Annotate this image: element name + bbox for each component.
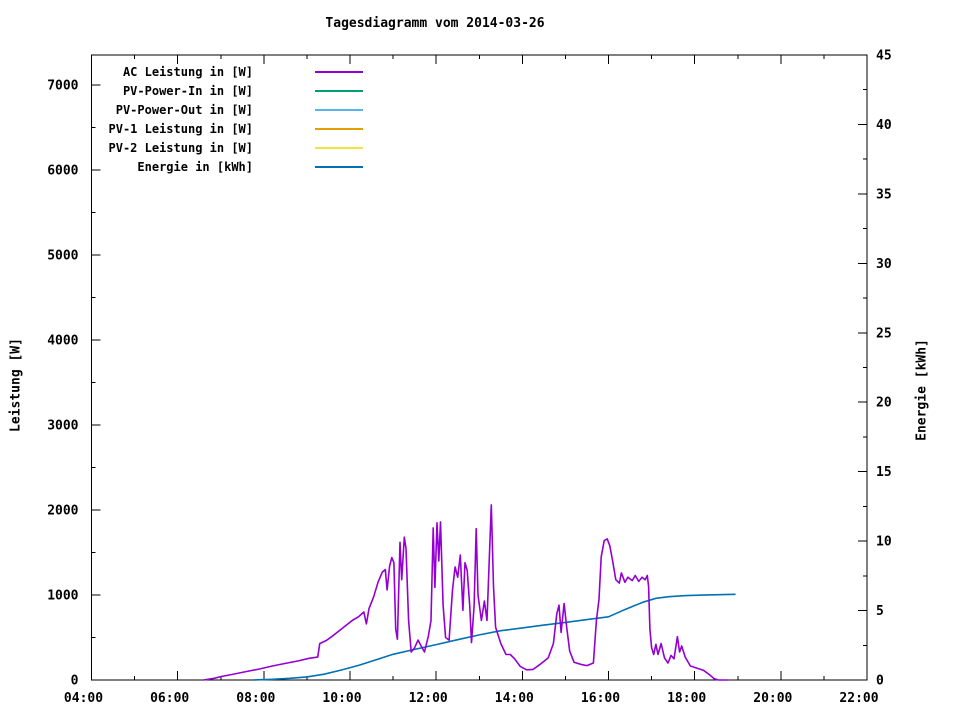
legend-line-swatch	[315, 165, 363, 168]
legend-item-pv-power-out: PV-Power-Out in [W]	[85, 100, 363, 119]
energie-line	[253, 593, 736, 681]
y-left-tick-label: 3000	[47, 419, 78, 434]
y-left-tick-label: 6000	[47, 164, 78, 179]
y-right-tick-label: 15	[876, 465, 892, 480]
y-right-tick-label: 25	[876, 326, 892, 341]
x-tick-label: 16:00	[581, 691, 620, 706]
y-left-tick-label: 2000	[47, 504, 78, 519]
y-left-tick-label: 0	[71, 674, 79, 689]
y-left-tick-label: 4000	[47, 334, 78, 349]
x-tick-label: 10:00	[322, 691, 361, 706]
y-right-tick-label: 40	[876, 118, 892, 133]
y-left-tick-label: 7000	[47, 79, 78, 94]
legend-item-pv-2-leistung: PV-2 Leistung in [W]	[85, 138, 363, 157]
legend-item-pv-power-in: PV-Power-In in [W]	[85, 81, 363, 100]
y-left-tick-label: 5000	[47, 249, 78, 264]
y-right-tick-label: 35	[876, 187, 892, 202]
legend-label: Energie in [kWh]	[137, 159, 253, 174]
legend-label: PV-Power-In in [W]	[122, 83, 253, 98]
legend-label: AC Leistung in [W]	[122, 64, 253, 79]
y-right-tick-label: 10	[876, 535, 892, 550]
y-right-tick-label: 45	[876, 49, 892, 64]
legend-line-swatch	[315, 108, 363, 111]
legend-line-swatch	[315, 127, 363, 130]
legend-line-swatch	[315, 146, 363, 149]
legend-label: PV-2 Leistung in [W]	[108, 140, 254, 155]
x-tick-label: 22:00	[839, 691, 878, 706]
legend-item-pv-1-leistung: PV-1 Leistung in [W]	[85, 119, 363, 138]
y-right-tick-label: 0	[876, 674, 884, 689]
x-tick-label: 08:00	[236, 691, 275, 706]
legend-item-energie: Energie in [kWh]	[85, 157, 363, 176]
y-right-tick-label: 20	[876, 396, 892, 411]
x-tick-label: 14:00	[495, 691, 534, 706]
ac-leistung-line	[203, 504, 729, 681]
plot-border	[91, 54, 868, 681]
x-tick-label: 12:00	[409, 691, 448, 706]
legend-item-ac-leistung: AC Leistung in [W]	[85, 62, 363, 81]
legend: AC Leistung in [W] PV-Power-In in [W] PV-P…	[85, 62, 363, 176]
y-right-tick-label: 5	[876, 604, 884, 619]
y-right-tick-label: 30	[876, 257, 892, 272]
legend-line-swatch	[315, 70, 363, 73]
x-tick-label: 20:00	[753, 691, 792, 706]
legend-label: PV-Power-Out in [W]	[115, 102, 253, 117]
legend-line-swatch	[315, 89, 363, 92]
x-tick-label: 06:00	[150, 691, 189, 706]
legend-label: PV-1 Leistung in [W]	[108, 121, 254, 136]
x-tick-label: 04:00	[64, 691, 103, 706]
x-tick-label: 18:00	[667, 691, 706, 706]
y-left-tick-label: 1000	[47, 589, 78, 604]
chart-title: Tagesdiagramm vom 2014-03-26	[325, 16, 545, 31]
